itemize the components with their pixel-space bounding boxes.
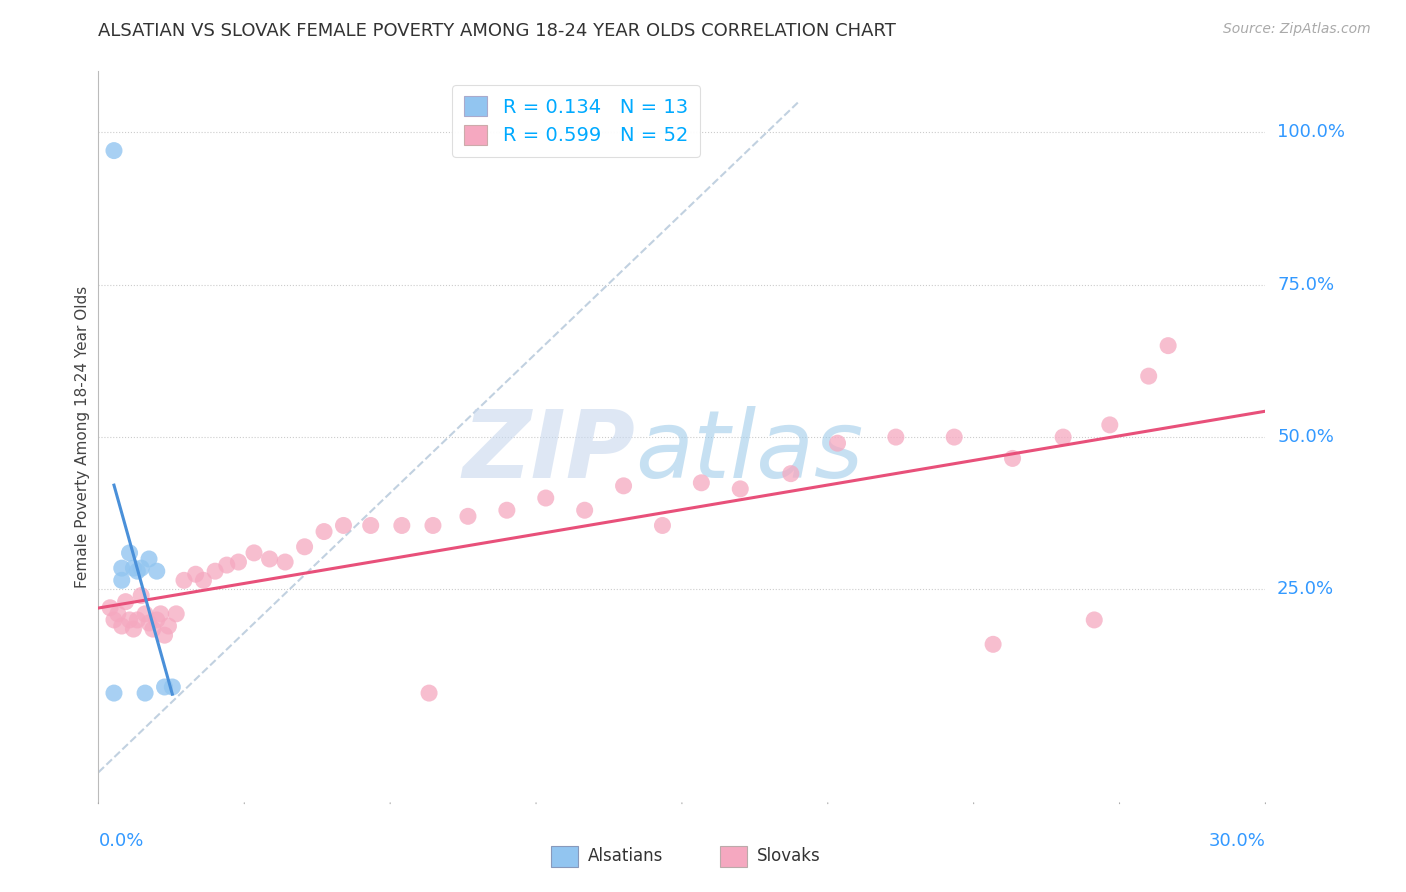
Point xyxy=(274,555,297,569)
Text: Alsatians: Alsatians xyxy=(588,847,664,865)
Point xyxy=(1157,339,1180,353)
Point xyxy=(103,613,125,627)
Point xyxy=(259,552,281,566)
Point xyxy=(127,613,149,627)
Point xyxy=(103,686,125,700)
Text: ZIP: ZIP xyxy=(463,406,636,498)
Point xyxy=(138,552,160,566)
Point xyxy=(149,607,172,621)
Point xyxy=(118,546,141,560)
Point xyxy=(243,546,266,560)
Point xyxy=(457,509,479,524)
Point xyxy=(1001,451,1024,466)
Point xyxy=(107,607,129,621)
Point xyxy=(111,619,134,633)
Point xyxy=(360,518,382,533)
Point xyxy=(98,600,121,615)
Point xyxy=(153,680,176,694)
Text: 75.0%: 75.0% xyxy=(1277,276,1334,293)
Point xyxy=(294,540,316,554)
Point xyxy=(228,555,250,569)
Point xyxy=(129,589,152,603)
Text: 50.0%: 50.0% xyxy=(1277,428,1334,446)
Point xyxy=(204,564,226,578)
Point xyxy=(111,561,134,575)
Point xyxy=(612,479,634,493)
Text: 25.0%: 25.0% xyxy=(1277,581,1334,599)
Text: atlas: atlas xyxy=(636,406,863,497)
Point xyxy=(173,574,195,588)
Point xyxy=(981,637,1004,651)
Point xyxy=(534,491,557,505)
Point xyxy=(134,607,156,621)
Point xyxy=(118,613,141,627)
Point xyxy=(146,564,169,578)
Point xyxy=(146,613,169,627)
Point xyxy=(884,430,907,444)
Point xyxy=(418,686,440,700)
Point xyxy=(827,436,849,450)
Point xyxy=(162,680,184,694)
FancyBboxPatch shape xyxy=(720,846,747,867)
Point xyxy=(184,567,207,582)
Text: 30.0%: 30.0% xyxy=(1209,832,1265,850)
Point xyxy=(690,475,713,490)
Text: ALSATIAN VS SLOVAK FEMALE POVERTY AMONG 18-24 YEAR OLDS CORRELATION CHART: ALSATIAN VS SLOVAK FEMALE POVERTY AMONG … xyxy=(98,22,896,40)
Point xyxy=(165,607,187,621)
Point xyxy=(943,430,966,444)
Point xyxy=(114,594,136,608)
Point xyxy=(495,503,517,517)
FancyBboxPatch shape xyxy=(551,846,578,867)
Point xyxy=(1137,369,1160,384)
Text: Source: ZipAtlas.com: Source: ZipAtlas.com xyxy=(1223,22,1371,37)
Point xyxy=(122,561,145,575)
Point xyxy=(103,144,125,158)
Point xyxy=(153,628,176,642)
Point xyxy=(779,467,801,481)
Point xyxy=(332,518,354,533)
Point xyxy=(1052,430,1074,444)
Y-axis label: Female Poverty Among 18-24 Year Olds: Female Poverty Among 18-24 Year Olds xyxy=(75,286,90,588)
Point xyxy=(422,518,444,533)
Point xyxy=(730,482,752,496)
Point xyxy=(651,518,673,533)
Text: Slovaks: Slovaks xyxy=(756,847,821,865)
Point xyxy=(215,558,238,573)
Point xyxy=(574,503,596,517)
Point xyxy=(127,564,149,578)
Point xyxy=(111,574,134,588)
Point xyxy=(129,561,152,575)
Point xyxy=(193,574,215,588)
Legend: R = 0.134   N = 13, R = 0.599   N = 52: R = 0.134 N = 13, R = 0.599 N = 52 xyxy=(453,85,700,157)
Point xyxy=(391,518,413,533)
Text: 0.0%: 0.0% xyxy=(98,832,143,850)
Point xyxy=(312,524,335,539)
Point xyxy=(122,622,145,636)
Point xyxy=(1083,613,1105,627)
Text: 100.0%: 100.0% xyxy=(1277,123,1346,141)
Point xyxy=(134,686,156,700)
Point xyxy=(1098,417,1121,432)
Point xyxy=(157,619,180,633)
Point xyxy=(138,615,160,630)
Point xyxy=(142,622,165,636)
